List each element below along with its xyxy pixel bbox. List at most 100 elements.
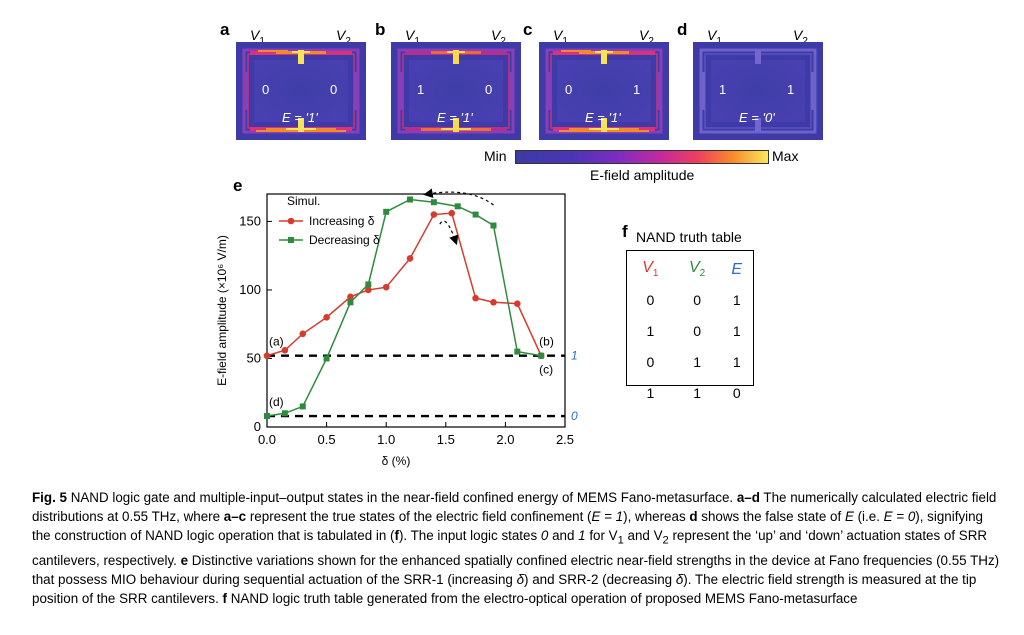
data-point bbox=[406, 255, 414, 262]
truth-header: E bbox=[721, 255, 754, 284]
panel-letter-a: a bbox=[220, 20, 230, 39]
data-point bbox=[454, 203, 461, 210]
data-point bbox=[323, 355, 330, 362]
y-axis-label: E-field amplitude (×10⁶ V/m) bbox=[215, 235, 229, 386]
v1-label: V1 bbox=[553, 27, 568, 47]
left-input-state: 1 bbox=[417, 82, 425, 97]
caption-ref: e bbox=[180, 552, 189, 568]
caption-text: ). The electric field strength is measur… bbox=[32, 571, 977, 606]
legend-entry: Increasing δ bbox=[309, 214, 375, 228]
data-point bbox=[365, 281, 372, 288]
e-field-simulation-image bbox=[236, 42, 366, 140]
data-point bbox=[430, 211, 438, 218]
table-cell: 0 bbox=[693, 291, 702, 308]
reference-line-label: 0 bbox=[571, 409, 578, 423]
right-input-state: 1 bbox=[633, 82, 641, 97]
x-tick-label: 1.5 bbox=[437, 432, 455, 447]
data-point bbox=[490, 298, 497, 306]
e-field-simulation-image bbox=[391, 42, 521, 140]
caption-math: E = 0 bbox=[883, 509, 916, 524]
y-tick-label: 150 bbox=[239, 213, 261, 228]
x-axis-label: δ (%) bbox=[382, 454, 411, 468]
data-point bbox=[514, 348, 521, 355]
data-point bbox=[299, 330, 307, 338]
data-point bbox=[281, 410, 288, 417]
v-subscript: 2 bbox=[802, 35, 808, 47]
figure-caption: Fig. 5 NAND logic gate and multiple-inpu… bbox=[32, 488, 1000, 608]
e-field-simulation-image bbox=[693, 42, 823, 140]
caption-math: 1 bbox=[578, 528, 586, 543]
caption-math: δ bbox=[675, 571, 684, 587]
y-tick-label: 100 bbox=[239, 282, 261, 297]
point-annotation: (b) bbox=[539, 335, 554, 349]
output-state: E = '1' bbox=[585, 110, 621, 125]
table-cell: 0 bbox=[693, 322, 702, 339]
v-symbol: V bbox=[707, 27, 717, 43]
x-tick-label: 2.5 bbox=[556, 432, 574, 447]
data-point bbox=[430, 199, 437, 206]
v-subscript: 1 bbox=[259, 35, 265, 47]
panel-letter-c: c bbox=[523, 20, 533, 39]
data-point bbox=[382, 283, 390, 291]
e-field-chart: 0.0 0.5 1.0 1.5 2.0 2.5 0 50 100 150 δ (%) E-field … bbox=[215, 188, 578, 468]
data-point bbox=[347, 293, 354, 301]
caption-text: ). The input logic states bbox=[398, 528, 541, 543]
data-point bbox=[299, 403, 306, 410]
v-symbol: V bbox=[793, 27, 803, 43]
table-cell: 1 bbox=[693, 353, 702, 370]
legend-swatch-marker bbox=[288, 237, 294, 243]
caption-ref: a–c bbox=[223, 509, 247, 524]
caption-text: ), whereas bbox=[623, 509, 690, 524]
v-subscript: 1 bbox=[716, 35, 722, 47]
data-point bbox=[514, 300, 521, 307]
header-symbol: V bbox=[642, 259, 653, 277]
data-point bbox=[472, 294, 479, 302]
caption-text: represent the ‘up’ and ‘down’ actuation … bbox=[32, 528, 988, 568]
colorbar-max-label: Max bbox=[772, 148, 799, 164]
legend-swatch-marker bbox=[287, 217, 295, 225]
data-point bbox=[281, 346, 289, 354]
increasing-direction-arrow bbox=[439, 220, 459, 246]
v-symbol: V bbox=[250, 27, 260, 43]
right-input-state: 0 bbox=[485, 82, 493, 97]
caption-fig-label: Fig. 5 bbox=[32, 490, 67, 505]
caption-math: E = 1 bbox=[591, 509, 624, 524]
data-point bbox=[263, 352, 271, 360]
right-input-state: 0 bbox=[330, 82, 338, 97]
left-input-state: 1 bbox=[719, 82, 727, 97]
point-annotation: (a) bbox=[269, 335, 284, 349]
v-symbol: V bbox=[639, 27, 649, 43]
caption-ref: f bbox=[394, 528, 399, 543]
data-point bbox=[383, 208, 390, 215]
caption-text: shows the false state of bbox=[697, 509, 845, 524]
plot-frame bbox=[266, 193, 566, 428]
panel-letter-b: b bbox=[375, 20, 386, 39]
data-point bbox=[538, 352, 545, 359]
truth-header: V2 bbox=[674, 255, 721, 284]
truth-table-title: NAND truth table bbox=[636, 229, 742, 245]
table-cell: 0 bbox=[646, 353, 655, 370]
point-annotation: (c) bbox=[539, 363, 553, 377]
caption-text: (i.e. bbox=[853, 509, 884, 524]
table-cell: 1 bbox=[646, 322, 655, 339]
v1-label: V1 bbox=[707, 27, 722, 47]
truth-header: V1 bbox=[627, 255, 674, 284]
table-row: 0 0 1 bbox=[627, 284, 753, 315]
table-cell: 1 bbox=[732, 322, 741, 339]
output-state: E = '0' bbox=[739, 110, 775, 125]
v2-label: V2 bbox=[336, 27, 351, 47]
caption-text: and bbox=[548, 528, 579, 543]
y-tick-label: 50 bbox=[247, 350, 261, 365]
table-cell: 1 bbox=[693, 384, 702, 401]
v-subscript: 1 bbox=[414, 35, 420, 47]
panel-letter-f: f bbox=[622, 222, 628, 241]
caption-text: for V bbox=[585, 528, 618, 543]
v-subscript: 2 bbox=[648, 35, 654, 47]
output-state: E = '1' bbox=[282, 110, 318, 125]
v-subscript: 1 bbox=[562, 35, 568, 47]
v1-label: V1 bbox=[250, 27, 265, 47]
v2-label: V2 bbox=[639, 27, 654, 47]
table-row: 1 0 1 bbox=[627, 315, 753, 346]
v-symbol: V bbox=[336, 27, 346, 43]
header-symbol: V bbox=[689, 259, 700, 277]
